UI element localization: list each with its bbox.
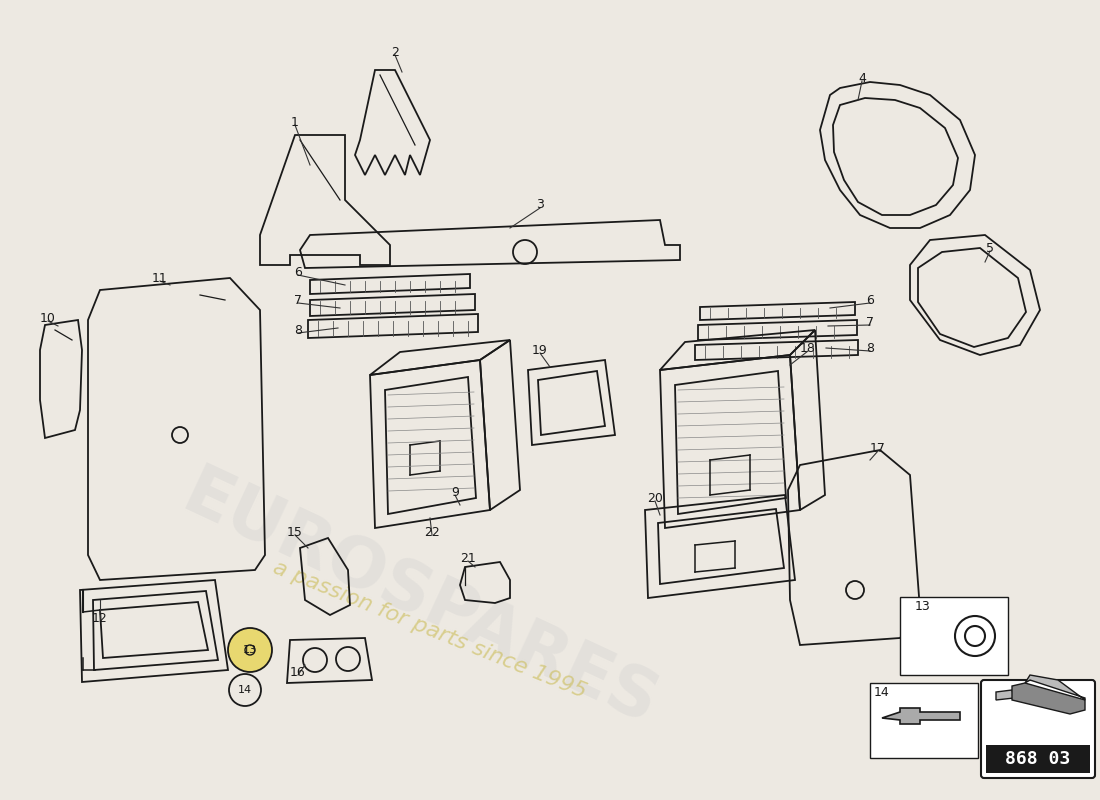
FancyBboxPatch shape [986,745,1090,773]
Polygon shape [1025,675,1085,700]
Text: 21: 21 [460,551,476,565]
Text: 22: 22 [425,526,440,538]
Text: 17: 17 [870,442,886,454]
Text: 6: 6 [866,294,873,306]
Text: 4: 4 [858,71,866,85]
Text: 12: 12 [92,611,108,625]
Polygon shape [996,690,1014,700]
Text: 13: 13 [243,645,257,655]
Text: 7: 7 [294,294,302,306]
Text: a passion for parts since 1995: a passion for parts since 1995 [271,558,590,702]
FancyBboxPatch shape [870,683,978,758]
Text: 16: 16 [290,666,306,678]
Text: 868 03: 868 03 [1005,750,1070,768]
Text: 14: 14 [238,685,252,695]
Polygon shape [882,708,960,724]
Text: 2: 2 [392,46,399,58]
FancyBboxPatch shape [981,680,1094,778]
Text: 10: 10 [40,311,56,325]
Text: EUROSPARES: EUROSPARES [172,461,668,739]
Text: 13: 13 [915,599,931,613]
Text: 11: 11 [152,271,168,285]
Text: 9: 9 [451,486,459,498]
Text: 1: 1 [292,115,299,129]
Circle shape [228,628,272,672]
Text: 20: 20 [647,491,663,505]
Text: 18: 18 [800,342,816,354]
Text: 14: 14 [874,686,890,698]
Text: 15: 15 [287,526,303,538]
Text: 7: 7 [866,315,874,329]
Polygon shape [1012,683,1085,714]
Text: 6: 6 [294,266,301,278]
Text: 5: 5 [986,242,994,254]
Text: 8: 8 [866,342,874,354]
Text: 19: 19 [532,343,548,357]
FancyBboxPatch shape [900,597,1008,675]
Text: 8: 8 [294,323,302,337]
Text: 3: 3 [536,198,543,211]
